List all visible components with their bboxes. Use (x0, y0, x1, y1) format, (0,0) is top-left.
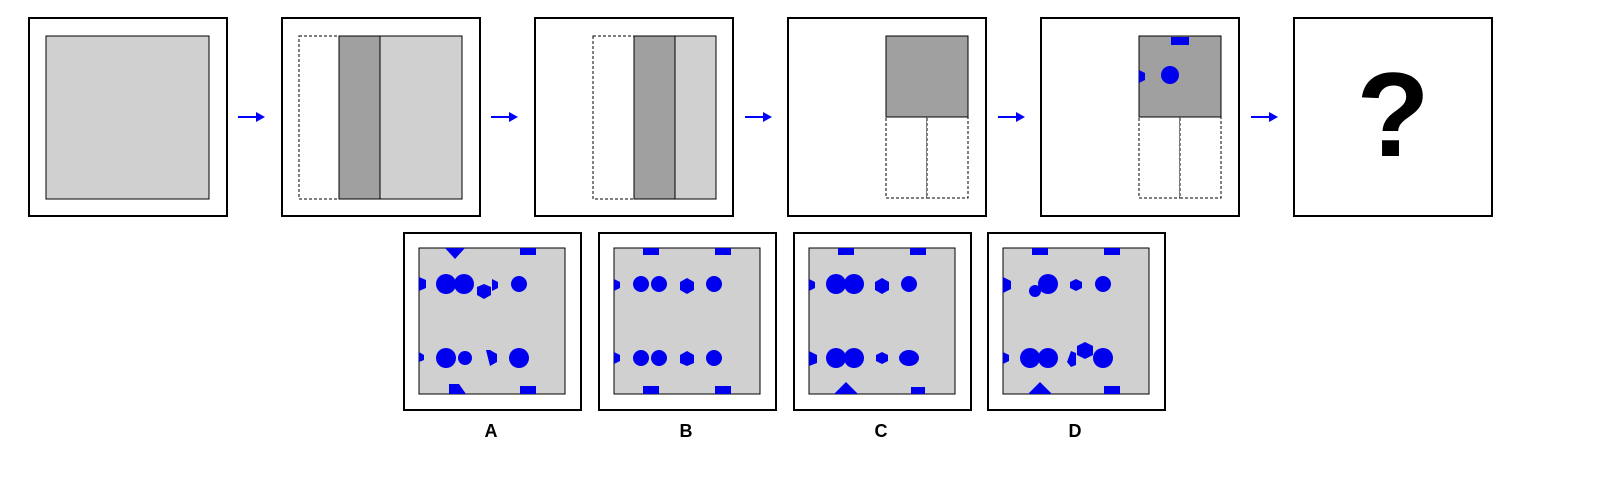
option-c-drawing (808, 247, 956, 395)
unfolded-square (418, 247, 566, 395)
folded-cell-right (1179, 116, 1222, 199)
option-b-drawing (613, 247, 761, 395)
folded-strip-outline (298, 35, 340, 200)
step-1-drawing (45, 35, 210, 200)
punched-square (1138, 35, 1222, 118)
sequence-step-4 (787, 17, 987, 217)
option-a-drawing (418, 247, 566, 395)
option-d-drawing (1002, 247, 1150, 395)
sequence-step-3 (534, 17, 734, 217)
full-square (45, 35, 210, 200)
step-2-drawing (298, 35, 463, 200)
unfolded-square (808, 247, 956, 395)
folded-square (885, 35, 969, 118)
sequence-step-2 (281, 17, 481, 217)
option-d-label: D (1068, 421, 1082, 441)
dark-strip (338, 35, 381, 200)
folded-cell-right (926, 116, 969, 199)
folded-strip-outline (592, 35, 635, 200)
sequence-step-1 (28, 17, 228, 217)
option-c-label: C (874, 421, 888, 441)
option-a-label: A (484, 421, 498, 441)
triangle-top (445, 248, 465, 259)
unfolded-square (613, 247, 761, 395)
arrow-2-icon (491, 112, 518, 122)
option-a[interactable] (403, 232, 582, 411)
step-5-drawing (1138, 35, 1222, 199)
arrow-4-icon (998, 112, 1025, 122)
unfolded-square (1002, 247, 1150, 395)
arrow-3-icon (745, 112, 772, 122)
punch-rect (1171, 37, 1189, 45)
dark-strip (633, 35, 676, 200)
option-b[interactable] (598, 232, 777, 411)
step-4-drawing (885, 35, 969, 199)
punch-circle (1161, 66, 1179, 84)
option-c[interactable] (793, 232, 972, 411)
folded-cell-left (1138, 116, 1181, 199)
step-3-drawing (592, 35, 717, 200)
light-area (379, 35, 463, 200)
arrow-1-icon (238, 112, 265, 122)
sequence-step-5 (1040, 17, 1240, 217)
light-strip (674, 35, 717, 200)
question-mark: ? (1356, 48, 1430, 182)
answer-placeholder: ? (1293, 17, 1493, 217)
arrow-5-icon (1251, 112, 1278, 122)
punch-hexagon-half (1139, 70, 1145, 83)
option-d[interactable] (987, 232, 1166, 411)
option-b-label: B (679, 421, 693, 441)
folded-cell-left (885, 116, 928, 199)
